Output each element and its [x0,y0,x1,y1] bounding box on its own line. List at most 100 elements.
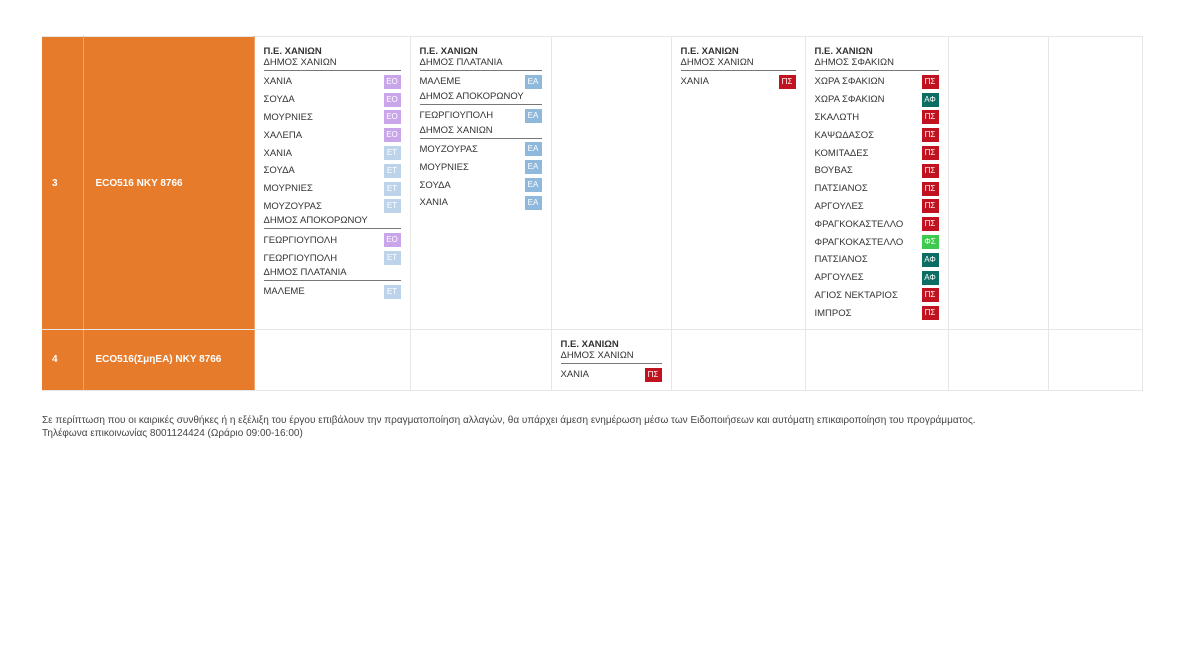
service-type-badge: ΕΑ [524,178,542,193]
service-type-badge: ΠΣ [921,217,939,232]
regional-unit-title: Π.Ε. ΧΑΝΙΩΝ [814,46,873,57]
vehicle-code: ECO516(ΣμηΕΑ) NKY 8766 [83,329,255,391]
service-type-badge: ΑΦ [921,252,939,267]
municipality-title: ΔΗΜΟΣ ΑΠΟΚΟΡΩΝΟΥ [419,91,542,105]
location-name: ΒΟΥΒΑΣ [814,165,853,177]
location-item: ΣΟΥΔΑ ΕΟ [264,91,401,109]
location-name: ΑΡΓΟΥΛΕΣ [814,200,864,212]
location-item: ΜΟΥΡΝΙΕΣ ΕΟ [264,109,401,127]
location-name: ΠΑΤΣΙΑΝΟΣ [814,254,868,266]
location-name: ΠΑΤΣΙΑΝΟΣ [814,183,868,195]
municipality-title: ΔΗΜΟΣ ΧΑΝΙΩΝ [680,57,796,71]
regional-unit-title: Π.Ε. ΧΑΝΙΩΝ [680,46,739,57]
location-item: ΧΩΡΑ ΣΦΑΚΙΩΝ ΠΣ [815,73,939,91]
schedule-cell [948,36,1049,330]
service-type-badge: ΕΟ [383,74,401,89]
location-name: ΚΟΜΙΤΑΔΕΣ [814,147,869,159]
schedule-cell [671,329,806,391]
location-item: ΜΟΥΡΝΙΕΣ ΕΑ [420,158,542,176]
service-type-badge: ΠΣ [921,288,939,303]
footer-contact-phone: Τηλέφωνα επικοινωνίας 8001124424 (Ωράριο… [42,428,303,439]
service-type-badge: ΕΑ [524,142,542,157]
municipality-title: ΔΗΜΟΣ ΠΛΑΤΑΝΙΑ [419,57,542,71]
service-type-badge: ΑΦ [921,92,939,107]
service-type-badge: ΑΦ [921,270,939,285]
table-row: 4 ECO516(ΣμηΕΑ) NKY 8766 Π.Ε. ΧΑΝΙΩΝ ΔΗΜΟΣ … [42,329,1143,391]
service-type-badge: ΕΟ [383,92,401,107]
service-type-badge: ΠΣ [921,128,939,143]
location-item: ΦΡΑΓΚΟΚΑΣΤΕΛΛΟ ΦΣ [815,233,939,251]
location-item: ΜΟΥΖΟΥΡΑΣ ΕΑ [420,141,542,159]
location-name: ΧΑΝΙΑ [263,147,293,159]
location-name: ΣΟΥΔΑ [263,94,295,106]
location-name: ΓΕΩΡΓΙΟΥΠΟΛΗ [263,234,338,246]
municipality-title: ΔΗΜΟΣ ΑΠΟΚΟΡΩΝΟΥ [263,215,401,230]
location-name: ΙΜΠΡΟΣ [814,307,852,319]
location-item: ΙΜΠΡΟΣ ΠΣ [815,304,939,322]
location-name: ΧΩΡΑ ΣΦΑΚΙΩΝ [814,76,885,88]
location-name: ΓΕΩΡΓΙΟΥΠΟΛΗ [419,110,494,122]
region-block: Π.Ε. ΧΑΝΙΩΝ ΔΗΜΟΣ ΣΦΑΚΙΩΝ ΧΩΡΑ ΣΦΑΚΙΩΝ ΠΣ ΧΩ… [806,37,948,328]
location-item: ΠΑΤΣΙΑΝΟΣ ΠΣ [815,180,939,198]
region-block: Π.Ε. ΧΑΝΙΩΝ ΔΗΜΟΣ ΧΑΝΙΩΝ ΧΑΝΙΑ ΕΟ ΣΟΥΔΑ ΕΟ ΜΟΥ… [255,37,410,307]
location-name: ΜΟΥΡΝΙΕΣ [419,161,469,173]
location-name: ΜΟΥΖΟΥΡΑΣ [263,200,322,212]
location-name: ΣΚΑΛΩΤΗ [814,111,860,123]
table-row: 3 ECO516 NKY 8766 Π.Ε. ΧΑΝΙΩΝ ΔΗΜΟΣ ΧΑΝΙΩΝ Χ… [42,36,1143,330]
location-item: ΧΩΡΑ ΣΦΑΚΙΩΝ ΑΦ [815,91,939,109]
schedule-cell: Π.Ε. ΧΑΝΙΩΝ ΔΗΜΟΣ ΧΑΝΙΩΝ ΧΑΝΙΑ ΠΣ [671,36,806,330]
service-type-badge: ΠΣ [921,110,939,125]
schedule-cell [410,329,552,391]
location-item: ΧΑΝΙΑ ΕΤ [264,144,401,162]
location-item: ΜΟΥΖΟΥΡΑΣ ΕΤ [264,198,401,216]
service-type-badge: ΠΣ [921,146,939,161]
location-name: ΜΟΥΖΟΥΡΑΣ [419,143,478,155]
location-item: ΧΑΝΙΑ ΕΑ [420,194,542,212]
service-type-badge: ΕΑ [524,160,542,175]
location-name: ΣΟΥΔΑ [263,165,295,177]
location-name: ΜΑΛΕΜΕ [419,76,461,88]
municipality-title: ΔΗΜΟΣ ΧΑΝΙΩΝ [560,350,662,364]
location-item: ΓΕΩΡΓΙΟΥΠΟΛΗ ΕΑ [420,107,542,125]
location-name: ΑΡΓΟΥΛΕΣ [814,272,864,284]
schedule-cell: Π.Ε. ΧΑΝΙΩΝ ΔΗΜΟΣ ΧΑΝΙΩΝ ΧΑΝΙΑ ΠΣ [551,329,672,391]
location-name: ΜΟΥΡΝΙΕΣ [263,111,313,123]
location-name: ΧΑΝΙΑ [263,76,293,88]
location-item: ΣΟΥΔΑ ΕΑ [420,176,542,194]
location-item: ΣΚΑΛΩΤΗ ΠΣ [815,109,939,127]
service-type-badge: ΠΣ [644,367,662,382]
service-type-badge: ΕΤ [383,251,401,266]
region-block: Π.Ε. ΧΑΝΙΩΝ ΔΗΜΟΣ ΠΛΑΤΑΝΙΑ ΜΑΛΕΜΕ ΕΑ ΔΗΜΟΣ Α… [411,37,551,218]
schedule-cell: Π.Ε. ΧΑΝΙΩΝ ΔΗΜΟΣ ΧΑΝΙΩΝ ΧΑΝΙΑ ΕΟ ΣΟΥΔΑ ΕΟ ΜΟΥ… [254,36,411,330]
service-type-badge: ΕΟ [383,233,401,248]
municipality-title: ΔΗΜΟΣ ΠΛΑΤΑΝΙΑ [263,267,401,281]
location-name: ΦΡΑΓΚΟΚΑΣΤΕΛΛΟ [814,218,904,230]
location-name: ΓΕΩΡΓΙΟΥΠΟΛΗ [263,252,338,264]
location-item: ΒΟΥΒΑΣ ΠΣ [815,162,939,180]
location-name: ΦΡΑΓΚΟΚΑΣΤΕΛΛΟ [814,236,904,248]
location-name: ΜΟΥΡΝΙΕΣ [263,183,313,195]
location-item: ΑΡΓΟΥΛΕΣ ΠΣ [815,198,939,216]
regional-unit-title: Π.Ε. ΧΑΝΙΩΝ [560,339,619,350]
schedule-cell [1048,36,1143,330]
location-item: ΜΟΥΡΝΙΕΣ ΕΤ [264,180,401,198]
location-name: ΧΑΝΙΑ [419,197,449,209]
location-name: ΧΑΝΙΑ [680,76,710,88]
location-item: ΦΡΑΓΚΟΚΑΣΤΕΛΛΟ ΠΣ [815,215,939,233]
service-type-badge: ΦΣ [921,235,939,250]
location-name: ΜΑΛΕΜΕ [263,286,305,298]
footer-notice-text: Σε περίπτωση που οι καιρικές συνθήκες ή … [42,415,976,426]
schedule-cell [948,329,1049,391]
footer-notice: Σε περίπτωση που οι καιρικές συνθήκες ή … [42,414,976,440]
service-type-badge: ΕΑ [524,195,542,210]
service-type-badge: ΠΣ [921,199,939,214]
region-block: Π.Ε. ΧΑΝΙΩΝ ΔΗΜΟΣ ΧΑΝΙΩΝ ΧΑΝΙΑ ΠΣ [672,37,805,97]
schedule-table: 3 ECO516 NKY 8766 Π.Ε. ΧΑΝΙΩΝ ΔΗΜΟΣ ΧΑΝΙΩΝ Χ… [42,36,1143,391]
location-item: ΧΑΝΙΑ ΠΣ [561,366,662,384]
service-type-badge: ΕΤ [383,181,401,196]
location-item: ΧΑΝΙΑ ΕΟ [264,73,401,91]
service-type-badge: ΕΤ [383,199,401,214]
schedule-cell [1048,329,1143,391]
location-item: ΣΟΥΔΑ ΕΤ [264,162,401,180]
location-name: ΚΑΨΩΔΑΣΟΣ [814,129,875,141]
